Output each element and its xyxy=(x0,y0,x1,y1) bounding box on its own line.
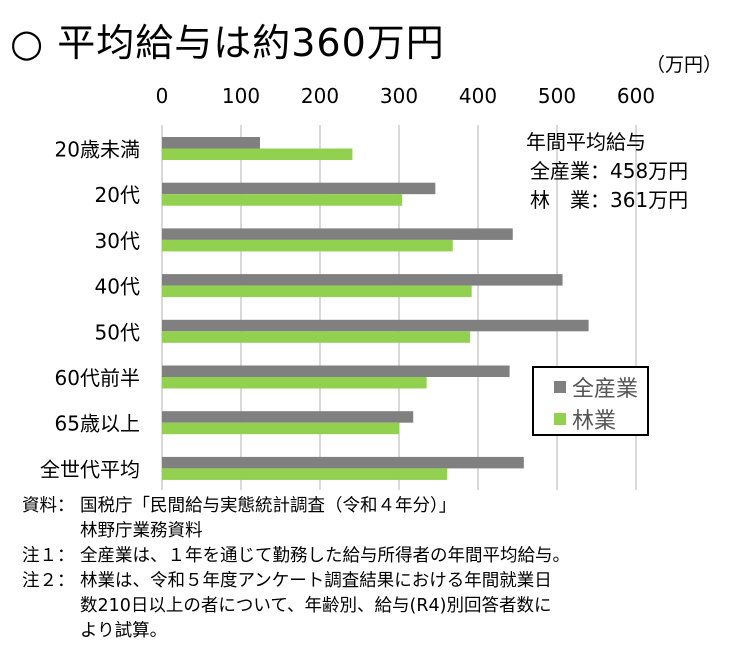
note-label: 注１： xyxy=(22,546,75,566)
bar-forestry xyxy=(162,285,472,298)
note-text: 全産業は、１年を通じて勤務した給与所得者の年間平均給与。 xyxy=(80,546,570,566)
bar-forestry xyxy=(162,331,471,343)
category-label: 全世代平均 xyxy=(40,457,140,481)
legend-label: 全産業 xyxy=(572,377,639,402)
legend-label: 林業 xyxy=(572,409,617,434)
summary-all-industries: 全産業：458万円 xyxy=(530,159,689,183)
note-text: 国税庁「民間給与実態統計調査（令和４年分）」 xyxy=(80,496,457,516)
note-row: 注１： 全産業は、１年を通じて勤務した給与所得者の年間平均給与。 xyxy=(22,544,570,569)
bar-forestry xyxy=(162,377,427,389)
bar-forestry xyxy=(162,239,453,252)
note-label xyxy=(22,519,80,544)
category-label: 65歳以上 xyxy=(55,412,140,436)
legend-item-forestry: 林業 xyxy=(554,403,616,435)
x-tick-label: 100 xyxy=(222,84,260,108)
unit-label: （万円） xyxy=(645,54,722,76)
note-text: 数210日以上の者について、年齢別、給与(R4)別回答者数に xyxy=(80,596,552,616)
x-tick-label: 600 xyxy=(617,84,655,108)
bar-forestry xyxy=(162,422,399,435)
bar-all-industries xyxy=(162,228,513,240)
note-text: 林業は、令和５年度アンケート調査結果における年間就業日 xyxy=(80,571,552,591)
bar-all-industries xyxy=(162,456,524,469)
x-tick-label: 0 xyxy=(156,84,169,108)
bar-forestry xyxy=(162,148,353,160)
bar-all-industries xyxy=(162,182,436,195)
bar-forestry xyxy=(162,468,448,480)
note-row: 林野庁業務資料 xyxy=(22,519,570,544)
note-row: 数210日以上の者について、年齢別、給与(R4)別回答者数に xyxy=(22,594,570,619)
category-label: 30代 xyxy=(95,229,140,253)
notes: 資料： 国税庁「民間給与実態統計調査（令和４年分）」 林野庁業務資料 注１： 全産業… xyxy=(22,494,570,644)
note-label xyxy=(22,619,80,644)
note-text: より試算。 xyxy=(80,621,168,641)
bar-all-industries xyxy=(162,365,510,377)
x-tick-label: 500 xyxy=(538,84,576,108)
note-row: 注２： 林業は、令和５年度アンケート調査結果における年間就業日 xyxy=(22,569,570,594)
legend-item-all-industries: 全産業 xyxy=(554,371,638,403)
bar-all-industries xyxy=(162,274,563,286)
bar-all-industries xyxy=(162,137,260,149)
category-label: 60代前半 xyxy=(55,366,140,390)
note-label xyxy=(22,594,80,619)
note-row: 資料： 国税庁「民間給与実態統計調査（令和４年分）」 xyxy=(22,494,570,519)
x-tick-label: 300 xyxy=(380,84,418,108)
summary-box: 年間平均給与 全産業：458万円 林 業：361万円 xyxy=(526,128,688,215)
category-label: 20代 xyxy=(95,183,140,207)
category-label: 40代 xyxy=(95,275,140,299)
x-tick-label: 400 xyxy=(459,84,497,108)
summary-heading: 年間平均給与 xyxy=(526,130,646,154)
bar-forestry xyxy=(162,194,403,206)
note-text: 林野庁業務資料 xyxy=(80,521,203,541)
legend: 全産業 林業 xyxy=(532,366,649,436)
bar-all-industries xyxy=(162,319,589,332)
summary-forestry: 林 業：361万円 xyxy=(530,188,689,212)
note-row: より試算。 xyxy=(22,619,570,644)
note-label: 資料： xyxy=(22,496,75,516)
category-label: 50代 xyxy=(95,320,140,344)
chart-title: ○ 平均給与は約360万円 xyxy=(10,21,445,65)
bar-all-industries xyxy=(162,411,414,423)
x-tick-label: 200 xyxy=(301,84,339,108)
legend-swatch xyxy=(554,413,566,425)
legend-swatch xyxy=(554,381,566,393)
note-label: 注２： xyxy=(22,571,75,591)
category-label: 20歳未満 xyxy=(55,138,140,162)
